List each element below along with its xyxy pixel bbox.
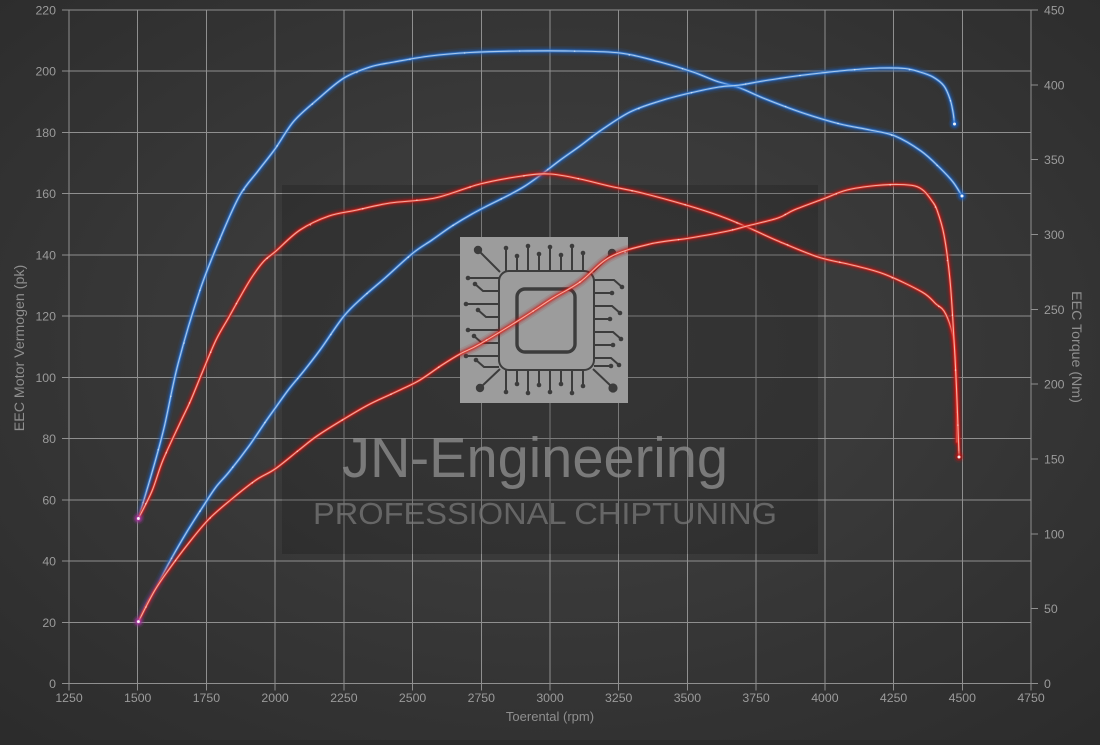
svg-text:3500: 3500 (674, 691, 702, 705)
svg-text:4500: 4500 (949, 691, 977, 705)
svg-text:1750: 1750 (193, 691, 221, 705)
svg-text:220: 220 (35, 4, 56, 18)
svg-text:Toerental (rpm): Toerental (rpm) (506, 709, 594, 724)
svg-text:0: 0 (49, 677, 56, 691)
svg-text:1250: 1250 (55, 691, 83, 705)
svg-text:100: 100 (1044, 527, 1065, 541)
svg-text:350: 350 (1044, 153, 1065, 167)
svg-text:450: 450 (1044, 4, 1065, 18)
svg-text:2500: 2500 (399, 691, 427, 705)
svg-text:1500: 1500 (124, 691, 152, 705)
svg-text:120: 120 (35, 310, 56, 324)
svg-text:160: 160 (35, 187, 56, 201)
svg-text:50: 50 (1044, 602, 1058, 616)
svg-text:3750: 3750 (742, 691, 770, 705)
svg-text:250: 250 (1044, 303, 1065, 317)
svg-text:PROFESSIONAL CHIPTUNING: PROFESSIONAL CHIPTUNING (313, 496, 777, 531)
svg-text:100: 100 (35, 371, 56, 385)
svg-text:4250: 4250 (880, 691, 908, 705)
svg-text:EEC Torque (Nm): EEC Torque (Nm) (1068, 291, 1084, 403)
svg-text:20: 20 (42, 616, 56, 630)
svg-text:180: 180 (35, 126, 56, 140)
svg-text:150: 150 (1044, 453, 1065, 467)
svg-text:4000: 4000 (811, 691, 839, 705)
svg-text:2750: 2750 (468, 691, 496, 705)
svg-text:200: 200 (1044, 378, 1065, 392)
svg-text:4750: 4750 (1017, 691, 1045, 705)
svg-text:3000: 3000 (536, 691, 564, 705)
svg-text:140: 140 (35, 248, 56, 262)
svg-text:JN-Engineering: JN-Engineering (342, 426, 728, 490)
svg-text:2000: 2000 (261, 691, 289, 705)
svg-text:0: 0 (1044, 677, 1051, 691)
svg-text:80: 80 (42, 432, 56, 446)
svg-text:300: 300 (1044, 228, 1065, 242)
svg-text:400: 400 (1044, 78, 1065, 92)
svg-text:40: 40 (42, 555, 56, 569)
svg-text:2250: 2250 (330, 691, 358, 705)
svg-text:60: 60 (42, 493, 56, 507)
svg-text:EEC Motor Vermogen (pk): EEC Motor Vermogen (pk) (12, 265, 28, 431)
svg-text:3250: 3250 (605, 691, 633, 705)
svg-text:200: 200 (35, 65, 56, 79)
